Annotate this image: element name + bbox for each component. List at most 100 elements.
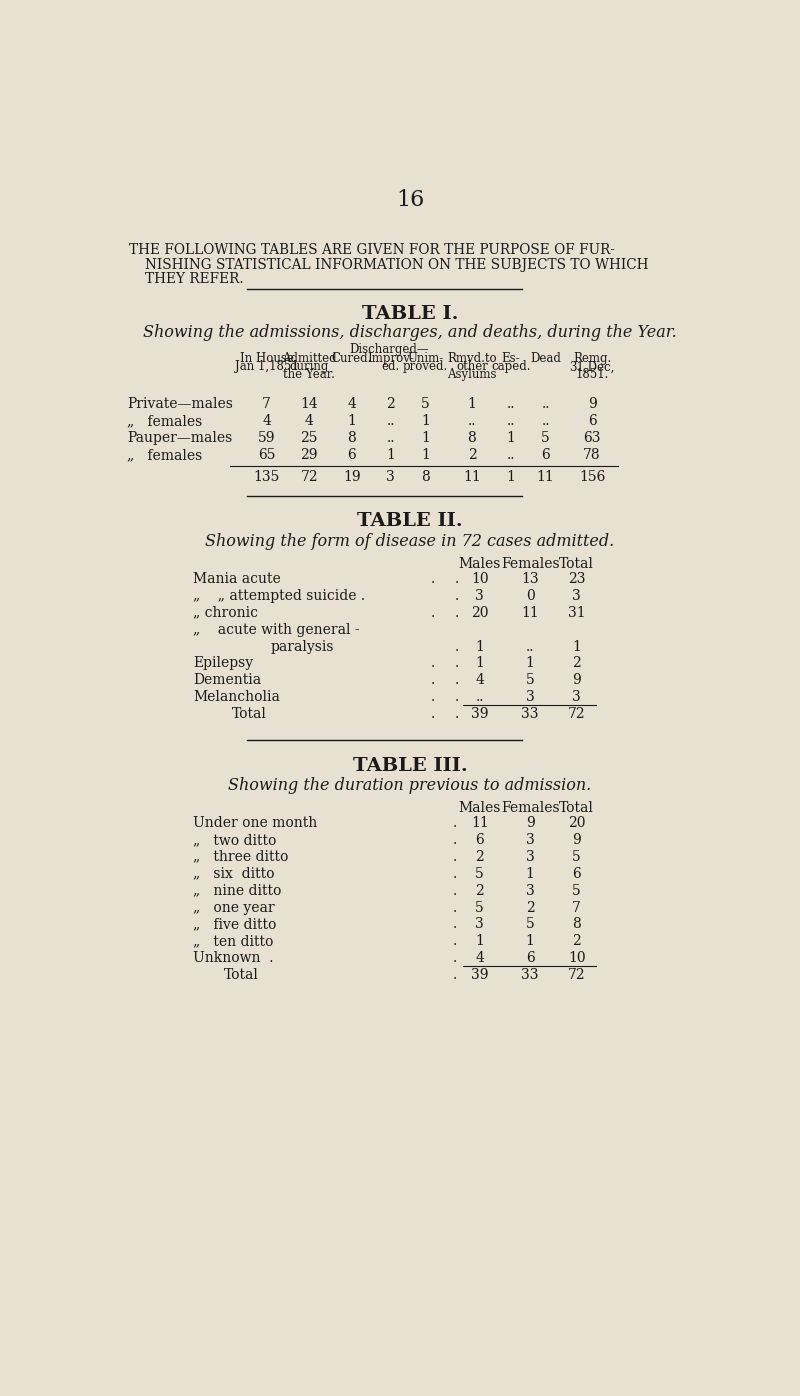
Text: 4: 4 bbox=[475, 952, 484, 966]
Text: 11: 11 bbox=[537, 470, 554, 484]
Text: 1: 1 bbox=[421, 431, 430, 445]
Text: ..: .. bbox=[542, 415, 550, 429]
Text: 1: 1 bbox=[526, 656, 534, 670]
Text: „   females: „ females bbox=[127, 415, 202, 429]
Text: caped.: caped. bbox=[491, 360, 530, 373]
Text: 6: 6 bbox=[526, 952, 534, 966]
Text: 1: 1 bbox=[475, 934, 484, 948]
Text: 78: 78 bbox=[583, 448, 601, 462]
Text: 20: 20 bbox=[471, 606, 489, 620]
Text: 10: 10 bbox=[568, 952, 586, 966]
Text: .: . bbox=[454, 589, 458, 603]
Text: 3: 3 bbox=[572, 589, 581, 603]
Text: Males: Males bbox=[458, 801, 501, 815]
Text: 72: 72 bbox=[568, 708, 586, 722]
Text: .: . bbox=[454, 639, 458, 653]
Text: 3: 3 bbox=[386, 470, 395, 484]
Text: other: other bbox=[456, 360, 488, 373]
Text: Showing the form of disease in 72 cases admitted.: Showing the form of disease in 72 cases … bbox=[206, 532, 614, 550]
Text: „ chronic: „ chronic bbox=[193, 606, 258, 620]
Text: „    „ attempted suicide .: „ „ attempted suicide . bbox=[193, 589, 365, 603]
Text: 9: 9 bbox=[572, 673, 581, 687]
Text: Pauper—males: Pauper—males bbox=[127, 431, 232, 445]
Text: .: . bbox=[454, 606, 458, 620]
Text: Under one month: Under one month bbox=[193, 815, 318, 829]
Text: 9: 9 bbox=[588, 396, 597, 410]
Text: Unim-: Unim- bbox=[407, 352, 444, 366]
Text: „   six  ditto: „ six ditto bbox=[193, 867, 274, 881]
Text: „    acute with general -: „ acute with general - bbox=[193, 623, 360, 637]
Text: 1: 1 bbox=[506, 431, 515, 445]
Text: „   nine ditto: „ nine ditto bbox=[193, 884, 282, 898]
Text: 6: 6 bbox=[542, 448, 550, 462]
Text: „   two ditto: „ two ditto bbox=[193, 833, 276, 847]
Text: .: . bbox=[431, 708, 435, 722]
Text: .: . bbox=[453, 815, 457, 829]
Text: TABLE III.: TABLE III. bbox=[353, 757, 467, 775]
Text: Melancholia: Melancholia bbox=[193, 691, 280, 705]
Text: 5: 5 bbox=[526, 917, 534, 931]
Text: Mania acute: Mania acute bbox=[193, 572, 281, 586]
Text: 1: 1 bbox=[475, 639, 484, 653]
Text: 2: 2 bbox=[475, 850, 484, 864]
Text: 14: 14 bbox=[300, 396, 318, 410]
Text: 3: 3 bbox=[526, 691, 534, 705]
Text: 2: 2 bbox=[386, 396, 395, 410]
Text: ..: .. bbox=[506, 396, 515, 410]
Text: 1851.: 1851. bbox=[575, 369, 609, 381]
Text: proved.: proved. bbox=[403, 360, 448, 373]
Text: NISHING STATISTICAL INFORMATION ON THE SUBJECTS TO WHICH: NISHING STATISTICAL INFORMATION ON THE S… bbox=[145, 258, 649, 272]
Text: 1: 1 bbox=[421, 415, 430, 429]
Text: Remg.: Remg. bbox=[573, 352, 611, 366]
Text: „   ten ditto: „ ten ditto bbox=[193, 934, 274, 948]
Text: 1: 1 bbox=[572, 639, 581, 653]
Text: 31: 31 bbox=[568, 606, 586, 620]
Text: .: . bbox=[454, 572, 458, 586]
Text: .: . bbox=[454, 656, 458, 670]
Text: 72: 72 bbox=[301, 470, 318, 484]
Text: Jan 1,1851: Jan 1,1851 bbox=[234, 360, 298, 373]
Text: Epilepsy: Epilepsy bbox=[193, 656, 253, 670]
Text: 1: 1 bbox=[467, 396, 477, 410]
Text: ..: .. bbox=[542, 396, 550, 410]
Text: 6: 6 bbox=[475, 833, 484, 847]
Text: 9: 9 bbox=[526, 815, 534, 829]
Text: 3: 3 bbox=[475, 917, 484, 931]
Text: 2: 2 bbox=[526, 900, 534, 914]
Text: ..: .. bbox=[468, 415, 476, 429]
Text: 11: 11 bbox=[522, 606, 539, 620]
Text: Total: Total bbox=[224, 969, 259, 983]
Text: 3: 3 bbox=[572, 691, 581, 705]
Text: ..: .. bbox=[386, 431, 395, 445]
Text: the Year.: the Year. bbox=[283, 369, 335, 381]
Text: „   five ditto: „ five ditto bbox=[193, 917, 276, 931]
Text: 7: 7 bbox=[572, 900, 581, 914]
Text: 5: 5 bbox=[572, 850, 581, 864]
Text: .: . bbox=[453, 900, 457, 914]
Text: 8: 8 bbox=[421, 470, 430, 484]
Text: Discharged—: Discharged— bbox=[349, 343, 429, 356]
Text: 1: 1 bbox=[526, 867, 534, 881]
Text: 4: 4 bbox=[262, 415, 271, 429]
Text: 9: 9 bbox=[572, 833, 581, 847]
Text: 5: 5 bbox=[572, 884, 581, 898]
Text: TABLE I.: TABLE I. bbox=[362, 304, 458, 322]
Text: Rmvd.to: Rmvd.to bbox=[447, 352, 497, 366]
Text: 5: 5 bbox=[542, 431, 550, 445]
Text: ..: .. bbox=[506, 415, 515, 429]
Text: paralysis: paralysis bbox=[270, 639, 334, 653]
Text: .: . bbox=[454, 691, 458, 705]
Text: „   females: „ females bbox=[127, 448, 202, 462]
Text: ..: .. bbox=[386, 415, 395, 429]
Text: 135: 135 bbox=[254, 470, 280, 484]
Text: .: . bbox=[453, 867, 457, 881]
Text: .: . bbox=[453, 884, 457, 898]
Text: 13: 13 bbox=[522, 572, 539, 586]
Text: 3: 3 bbox=[526, 850, 534, 864]
Text: Dementia: Dementia bbox=[193, 673, 261, 687]
Text: 63: 63 bbox=[583, 431, 601, 445]
Text: 5: 5 bbox=[421, 396, 430, 410]
Text: Total: Total bbox=[559, 801, 594, 815]
Text: 4: 4 bbox=[475, 673, 484, 687]
Text: .: . bbox=[454, 673, 458, 687]
